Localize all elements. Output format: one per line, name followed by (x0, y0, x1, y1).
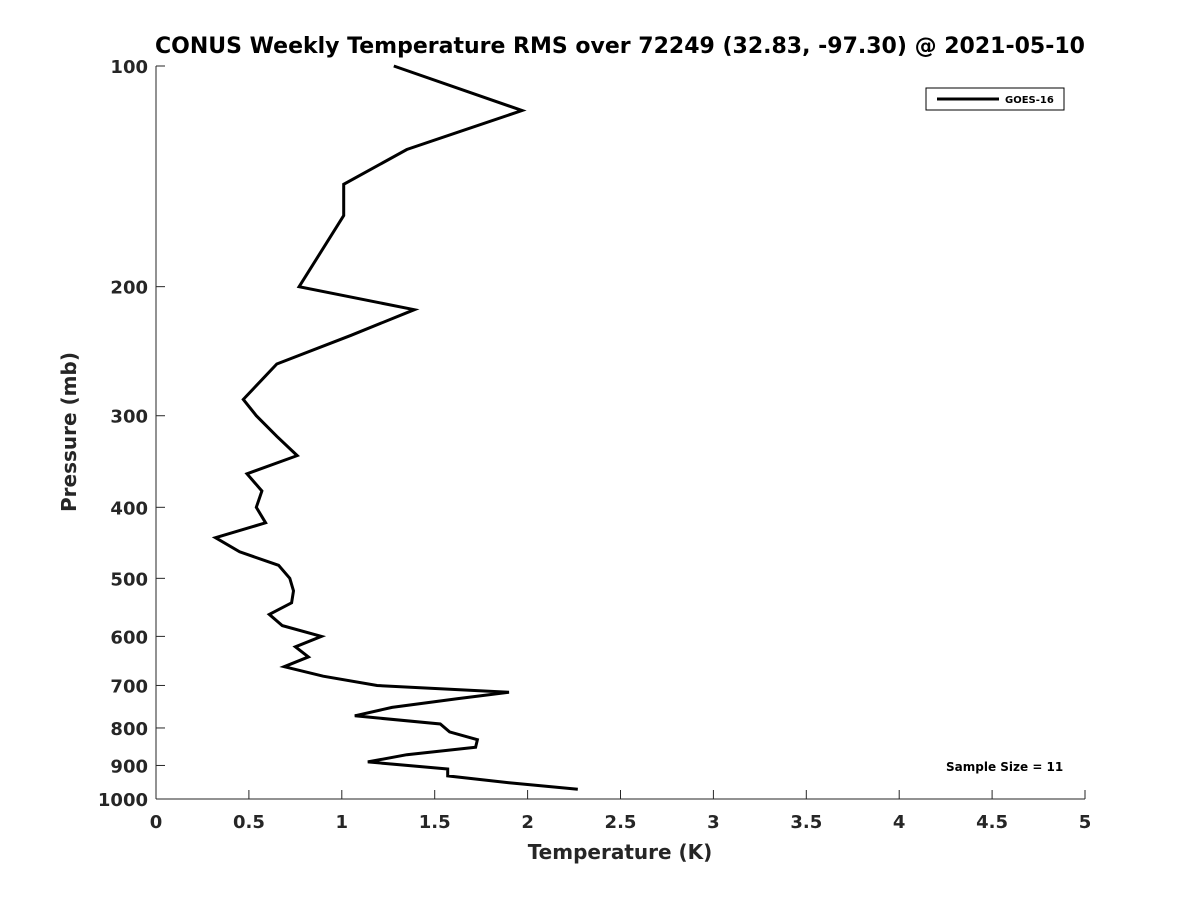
y-axis-label: Pressure (mb) (57, 352, 81, 512)
x-tick-label: 4.5 (976, 812, 1008, 833)
y-tick-label: 300 (110, 407, 148, 428)
y-tick-label: 1000 (98, 790, 148, 811)
x-tick-label: 1.5 (419, 812, 451, 833)
x-tick-label: 0 (150, 812, 163, 833)
x-tick-label: 5 (1079, 812, 1092, 833)
y-tick-label: 900 (110, 756, 148, 777)
x-tick-label: 1 (336, 812, 349, 833)
y-tick-label: 700 (110, 676, 148, 697)
plot-area: 0 0.5 1 1.5 2 2.5 3 3.5 4 4.5 5 100 200 300 400 500 600 7… (98, 57, 1091, 833)
x-tick-label: 4 (893, 812, 906, 833)
x-tick-label: 2.5 (605, 812, 637, 833)
y-tick-label: 500 (110, 569, 148, 590)
y-tick-label: 800 (110, 719, 148, 740)
y-tick-label: 400 (110, 498, 148, 519)
sample-size-annotation: Sample Size = 11 (946, 760, 1063, 774)
chart-title: CONUS Weekly Temperature RMS over 72249 … (155, 34, 1085, 59)
x-tick-label: 2 (521, 812, 534, 833)
x-axis-label: Temperature (K) (528, 840, 713, 864)
y-tick-label: 200 (110, 278, 148, 299)
y-tick-label: 600 (110, 627, 148, 648)
x-tick-label: 3.5 (790, 812, 822, 833)
series-line-goes16 (211, 64, 578, 791)
legend-label-goes16: GOES-16 (1005, 95, 1054, 106)
x-tick-label: 3 (707, 812, 720, 833)
y-tick-label: 100 (110, 57, 148, 78)
x-tick-label: 0.5 (233, 812, 265, 833)
legend: GOES-16 (925, 87, 1065, 111)
